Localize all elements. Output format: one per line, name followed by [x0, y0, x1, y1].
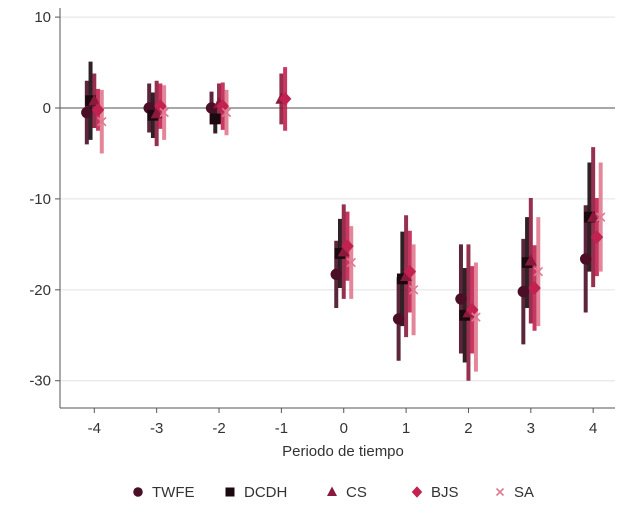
legend-marker-twfe: [133, 487, 143, 497]
point-sa: [408, 285, 419, 295]
x-tick-label: 3: [527, 420, 535, 437]
point-twfe: [392, 313, 405, 325]
legend-label-cs: CS: [346, 484, 367, 501]
point-bjs: [528, 281, 541, 295]
point-cs: [150, 106, 163, 119]
legend-marker-bjs: [411, 486, 423, 498]
point-estimates: [81, 92, 606, 325]
y-tick-label: -10: [29, 191, 51, 208]
x-tick-label: 0: [340, 420, 348, 437]
point-bjs: [154, 99, 167, 114]
point-twfe: [455, 293, 467, 305]
y-tick-label: -30: [29, 373, 51, 390]
y-tick-label: -20: [29, 282, 51, 299]
point-cs: [400, 269, 413, 281]
point-bjs: [341, 239, 354, 254]
point-dcdh: [209, 113, 221, 125]
point-sa: [533, 266, 544, 277]
x-tick-label: -3: [150, 420, 163, 437]
point-bjs: [278, 92, 292, 106]
point-bjs: [91, 102, 105, 117]
axes: 100-10-20-30-4 -3 -2 -1 0 1 2 3 4: [29, 8, 615, 437]
point-dcdh: [584, 211, 595, 223]
x-tick-label: -2: [212, 420, 225, 437]
point-cs: [88, 94, 101, 106]
legend-label-dcdh: DCDH: [244, 484, 287, 501]
point-twfe: [579, 253, 592, 265]
legend-label-sa: SA: [514, 484, 534, 501]
point-twfe: [330, 268, 342, 281]
point-twfe: [205, 102, 218, 114]
legend-label-twfe: TWFE: [152, 484, 195, 501]
legend-label-bjs: BJS: [431, 484, 459, 501]
legend-marker-sa: [495, 487, 505, 497]
point-bjs: [216, 99, 230, 114]
point-sa: [221, 107, 232, 118]
point-twfe: [81, 106, 93, 119]
point-sa: [97, 116, 107, 127]
point-bjs: [403, 264, 417, 279]
point-sa: [346, 257, 356, 268]
x-tick-label: 1: [402, 420, 410, 437]
point-cs: [337, 245, 350, 257]
x-tick-label: 4: [589, 420, 597, 437]
point-sa: [159, 107, 169, 118]
y-tick-label: 0: [43, 100, 51, 117]
point-cs: [524, 254, 537, 266]
y-tick-label: 10: [34, 9, 51, 26]
point-bjs: [590, 230, 604, 244]
point-sa: [595, 212, 606, 222]
x-tick-label: 2: [464, 420, 472, 437]
point-twfe: [517, 285, 530, 298]
legend-marker-cs: [327, 486, 337, 496]
legend-marker-dcdh: [225, 487, 235, 497]
point-dcdh: [85, 95, 96, 107]
x-tick-label: -4: [88, 420, 101, 437]
point-cs: [587, 210, 600, 222]
point-bjs: [465, 302, 479, 317]
confidence-intervals: [84, 61, 603, 381]
x-tick-label: -1: [275, 420, 288, 437]
legend: TWFE DCDH CS BJS SA: [133, 484, 534, 501]
point-sa: [471, 312, 481, 322]
x-axis-title: Periodo de tiempo: [282, 443, 404, 460]
